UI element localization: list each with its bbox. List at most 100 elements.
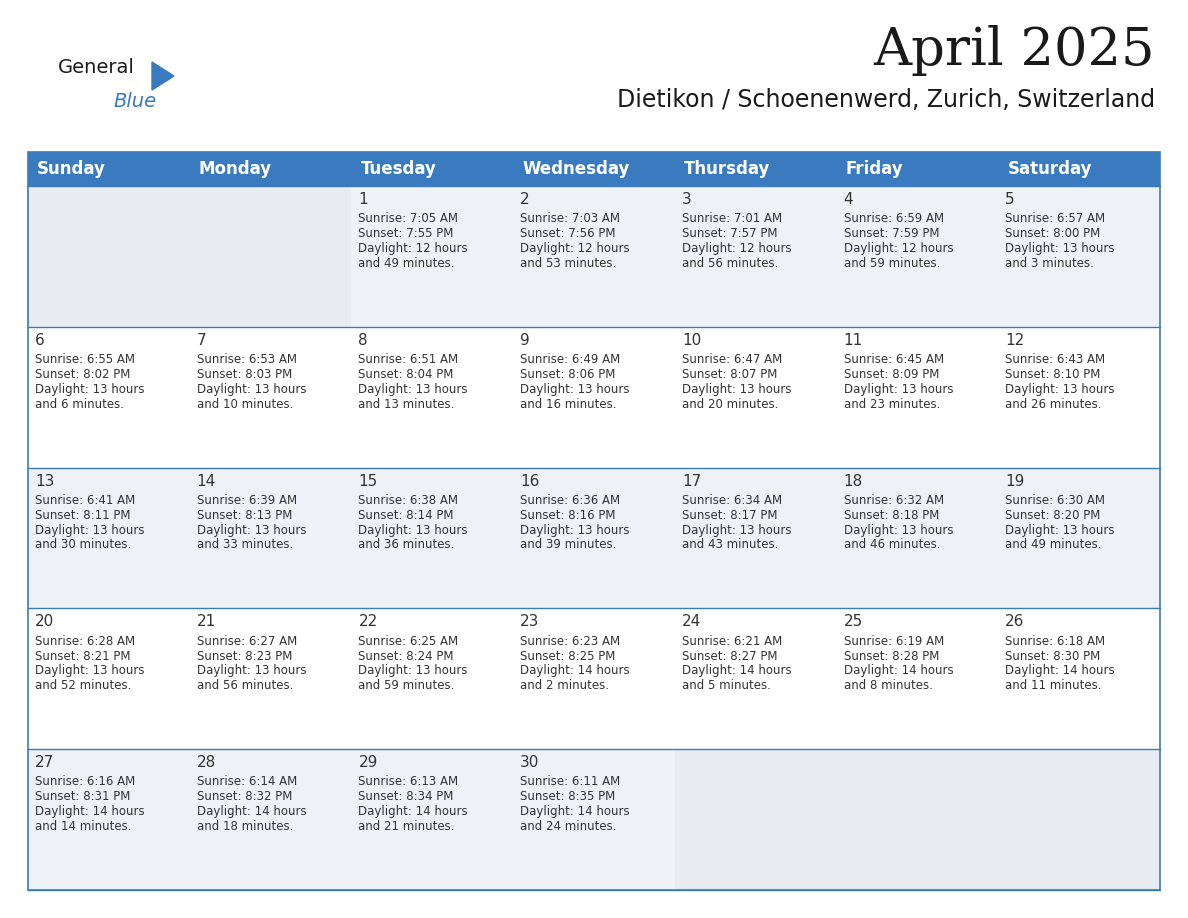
- Text: and 5 minutes.: and 5 minutes.: [682, 679, 771, 692]
- Text: Sunset: 7:55 PM: Sunset: 7:55 PM: [359, 227, 454, 241]
- Bar: [998, 327, 1159, 467]
- Bar: [836, 327, 998, 467]
- Text: Sunrise: 7:01 AM: Sunrise: 7:01 AM: [682, 212, 782, 225]
- Text: and 36 minutes.: and 36 minutes.: [359, 538, 455, 552]
- Text: Daylight: 12 hours: Daylight: 12 hours: [843, 242, 953, 255]
- Text: 25: 25: [843, 614, 862, 630]
- Bar: [513, 609, 675, 749]
- Text: Sunrise: 6:28 AM: Sunrise: 6:28 AM: [34, 634, 135, 648]
- Text: Daylight: 13 hours: Daylight: 13 hours: [1005, 523, 1114, 536]
- Bar: [675, 467, 836, 609]
- Text: Monday: Monday: [198, 160, 272, 178]
- Polygon shape: [152, 62, 173, 90]
- Text: Sunset: 8:24 PM: Sunset: 8:24 PM: [359, 650, 454, 663]
- Bar: [352, 749, 513, 890]
- Text: and 10 minutes.: and 10 minutes.: [197, 397, 293, 410]
- Text: 5: 5: [1005, 192, 1015, 207]
- Bar: [29, 152, 190, 186]
- Text: 17: 17: [682, 474, 701, 488]
- Bar: [29, 186, 190, 327]
- Text: Sunrise: 6:23 AM: Sunrise: 6:23 AM: [520, 634, 620, 648]
- Text: Sunset: 8:32 PM: Sunset: 8:32 PM: [197, 790, 292, 803]
- Text: and 8 minutes.: and 8 minutes.: [843, 679, 933, 692]
- Text: Sunset: 8:09 PM: Sunset: 8:09 PM: [843, 368, 939, 381]
- Text: Sunrise: 6:45 AM: Sunrise: 6:45 AM: [843, 353, 943, 366]
- Text: Daylight: 13 hours: Daylight: 13 hours: [359, 665, 468, 677]
- Text: and 20 minutes.: and 20 minutes.: [682, 397, 778, 410]
- Bar: [675, 749, 836, 890]
- Text: and 56 minutes.: and 56 minutes.: [682, 257, 778, 270]
- Text: and 56 minutes.: and 56 minutes.: [197, 679, 293, 692]
- Text: Sunrise: 6:16 AM: Sunrise: 6:16 AM: [34, 776, 135, 789]
- Text: 11: 11: [843, 333, 862, 348]
- Text: Daylight: 13 hours: Daylight: 13 hours: [843, 523, 953, 536]
- Text: 18: 18: [843, 474, 862, 488]
- Text: Sunset: 7:59 PM: Sunset: 7:59 PM: [843, 227, 939, 241]
- Text: Daylight: 13 hours: Daylight: 13 hours: [843, 383, 953, 396]
- Text: and 6 minutes.: and 6 minutes.: [34, 397, 124, 410]
- Text: Sunrise: 6:47 AM: Sunrise: 6:47 AM: [682, 353, 782, 366]
- Text: and 49 minutes.: and 49 minutes.: [1005, 538, 1101, 552]
- Bar: [29, 609, 190, 749]
- Text: Sunset: 8:18 PM: Sunset: 8:18 PM: [843, 509, 939, 521]
- Text: 15: 15: [359, 474, 378, 488]
- Text: Sunset: 8:27 PM: Sunset: 8:27 PM: [682, 650, 777, 663]
- Text: and 3 minutes.: and 3 minutes.: [1005, 257, 1094, 270]
- Bar: [998, 467, 1159, 609]
- Text: Daylight: 13 hours: Daylight: 13 hours: [34, 523, 145, 536]
- Text: Daylight: 13 hours: Daylight: 13 hours: [682, 383, 791, 396]
- Bar: [352, 467, 513, 609]
- Bar: [513, 749, 675, 890]
- Text: 20: 20: [34, 614, 55, 630]
- Text: and 33 minutes.: and 33 minutes.: [197, 538, 293, 552]
- Text: Sunset: 8:14 PM: Sunset: 8:14 PM: [359, 509, 454, 521]
- Bar: [29, 467, 190, 609]
- Text: Sunrise: 6:13 AM: Sunrise: 6:13 AM: [359, 776, 459, 789]
- Text: and 59 minutes.: and 59 minutes.: [843, 257, 940, 270]
- Text: Daylight: 13 hours: Daylight: 13 hours: [359, 523, 468, 536]
- Text: Sunset: 8:35 PM: Sunset: 8:35 PM: [520, 790, 615, 803]
- Bar: [190, 609, 352, 749]
- Text: Sunset: 8:16 PM: Sunset: 8:16 PM: [520, 509, 615, 521]
- Text: Daylight: 13 hours: Daylight: 13 hours: [1005, 242, 1114, 255]
- Text: 24: 24: [682, 614, 701, 630]
- Text: Daylight: 13 hours: Daylight: 13 hours: [34, 383, 145, 396]
- Text: Daylight: 14 hours: Daylight: 14 hours: [843, 665, 953, 677]
- Text: 7: 7: [197, 333, 207, 348]
- Text: and 49 minutes.: and 49 minutes.: [359, 257, 455, 270]
- Text: Daylight: 14 hours: Daylight: 14 hours: [682, 665, 791, 677]
- Text: Thursday: Thursday: [684, 160, 770, 178]
- Text: 30: 30: [520, 756, 539, 770]
- Bar: [190, 186, 352, 327]
- Bar: [836, 749, 998, 890]
- Text: Sunset: 8:25 PM: Sunset: 8:25 PM: [520, 650, 615, 663]
- Text: Sunset: 8:17 PM: Sunset: 8:17 PM: [682, 509, 777, 521]
- Bar: [998, 609, 1159, 749]
- Text: Sunrise: 6:27 AM: Sunrise: 6:27 AM: [197, 634, 297, 648]
- Text: 28: 28: [197, 756, 216, 770]
- Text: Sunrise: 7:03 AM: Sunrise: 7:03 AM: [520, 212, 620, 225]
- Text: Sunrise: 6:43 AM: Sunrise: 6:43 AM: [1005, 353, 1105, 366]
- Text: 3: 3: [682, 192, 691, 207]
- Text: 10: 10: [682, 333, 701, 348]
- Text: Sunrise: 6:21 AM: Sunrise: 6:21 AM: [682, 634, 782, 648]
- Text: Sunrise: 6:18 AM: Sunrise: 6:18 AM: [1005, 634, 1105, 648]
- Bar: [998, 749, 1159, 890]
- Bar: [998, 152, 1159, 186]
- Text: and 53 minutes.: and 53 minutes.: [520, 257, 617, 270]
- Text: and 26 minutes.: and 26 minutes.: [1005, 397, 1101, 410]
- Text: 9: 9: [520, 333, 530, 348]
- Text: Daylight: 14 hours: Daylight: 14 hours: [520, 665, 630, 677]
- Text: 22: 22: [359, 614, 378, 630]
- Text: Daylight: 13 hours: Daylight: 13 hours: [197, 665, 307, 677]
- Text: 19: 19: [1005, 474, 1025, 488]
- Bar: [513, 467, 675, 609]
- Text: 23: 23: [520, 614, 539, 630]
- Text: and 21 minutes.: and 21 minutes.: [359, 820, 455, 833]
- Text: and 43 minutes.: and 43 minutes.: [682, 538, 778, 552]
- Text: 4: 4: [843, 192, 853, 207]
- Text: Sunset: 8:13 PM: Sunset: 8:13 PM: [197, 509, 292, 521]
- Text: 8: 8: [359, 333, 368, 348]
- Text: Sunset: 8:20 PM: Sunset: 8:20 PM: [1005, 509, 1100, 521]
- Text: Daylight: 13 hours: Daylight: 13 hours: [520, 523, 630, 536]
